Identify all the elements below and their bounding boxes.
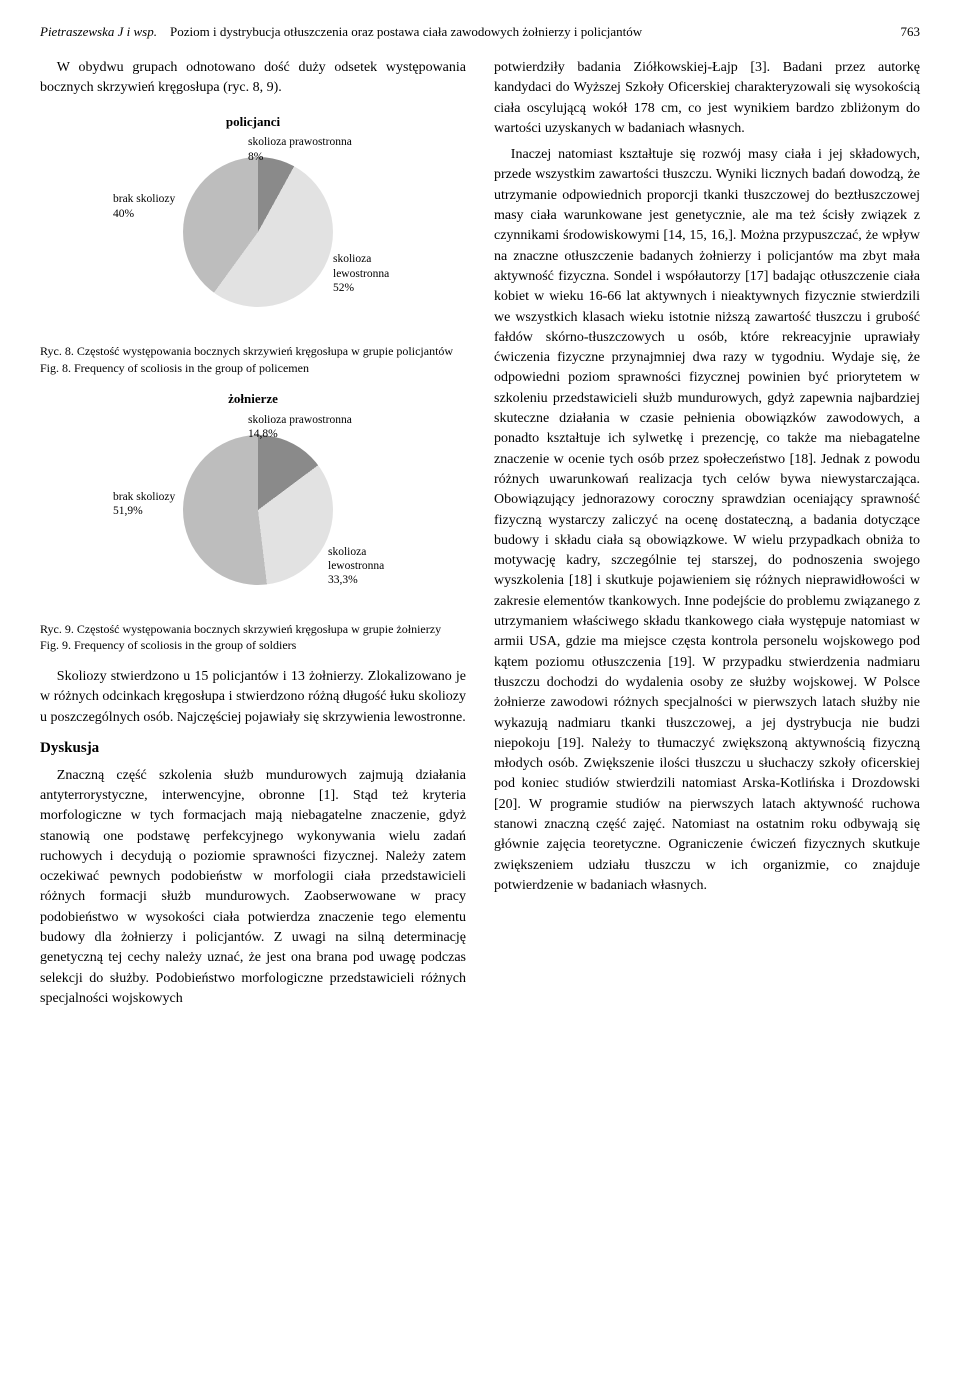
- pie-segment-label: brak skoliozy40%: [113, 192, 175, 221]
- section-dyskusja: Dyskusja: [40, 738, 466, 760]
- page-number: 763: [901, 24, 921, 40]
- pie-segment-label: skolioza prawostronna8%: [248, 135, 352, 164]
- header-running-title: Poziom i dystrybucja otłuszczenia oraz p…: [170, 24, 642, 39]
- chart-zolnierze: żołnierze skolioza prawostronna14,8% skol…: [40, 390, 466, 653]
- header-authors: Pietraszewska J i wsp. Poziom i dystrybu…: [40, 24, 642, 40]
- header-authors-text: Pietraszewska J i wsp.: [40, 24, 157, 39]
- right-para1: potwierdziły badania Ziółkowskiej-Łajp […: [494, 58, 920, 139]
- chart8-caption: Ryc. 8. Częstość występowania bocznych s…: [40, 343, 466, 375]
- chart8-caption-pl: Ryc. 8. Częstość występowania bocznych s…: [40, 344, 453, 358]
- chart9-caption-en: Fig. 9. Frequency of scoliosis in the gr…: [40, 638, 296, 652]
- chart8-caption-en: Fig. 8. Frequency of scoliosis in the gr…: [40, 361, 309, 375]
- dyskusja-paragraph: Znaczną część szkolenia służb mundurowyc…: [40, 766, 466, 1010]
- right-column: potwierdziły badania Ziółkowskiej-Łajp […: [494, 58, 920, 1015]
- pie-segment-label: skolioza lewostronna52%: [333, 252, 389, 295]
- right-para2: Inaczej natomiast kształtuje się rozwój …: [494, 145, 920, 896]
- chart9-caption-pl: Ryc. 9. Częstość występowania bocznych s…: [40, 622, 441, 636]
- left-column: W obydwu grupach odnotowano dość duży od…: [40, 58, 466, 1015]
- pie-segment-label: brak skoliozy51,9%: [113, 490, 175, 519]
- running-header: Pietraszewska J i wsp. Poziom i dystrybu…: [40, 24, 920, 40]
- skoliozy-paragraph: Skoliozy stwierdzono u 15 policjantów i …: [40, 667, 466, 728]
- pie-segment-label: skolioza prawostronna14,8%: [248, 413, 352, 442]
- chart9-caption: Ryc. 9. Częstość występowania bocznych s…: [40, 621, 466, 653]
- chart8-title: policjanci: [40, 113, 466, 132]
- chart-policjanci: policjanci skolioza prawostronna8% skolio…: [40, 113, 466, 376]
- chart9-title: żołnierze: [40, 390, 466, 409]
- intro-paragraph: W obydwu grupach odnotowano dość duży od…: [40, 58, 466, 99]
- pie-segment-label: skolioza lewostronna33,3%: [328, 545, 384, 588]
